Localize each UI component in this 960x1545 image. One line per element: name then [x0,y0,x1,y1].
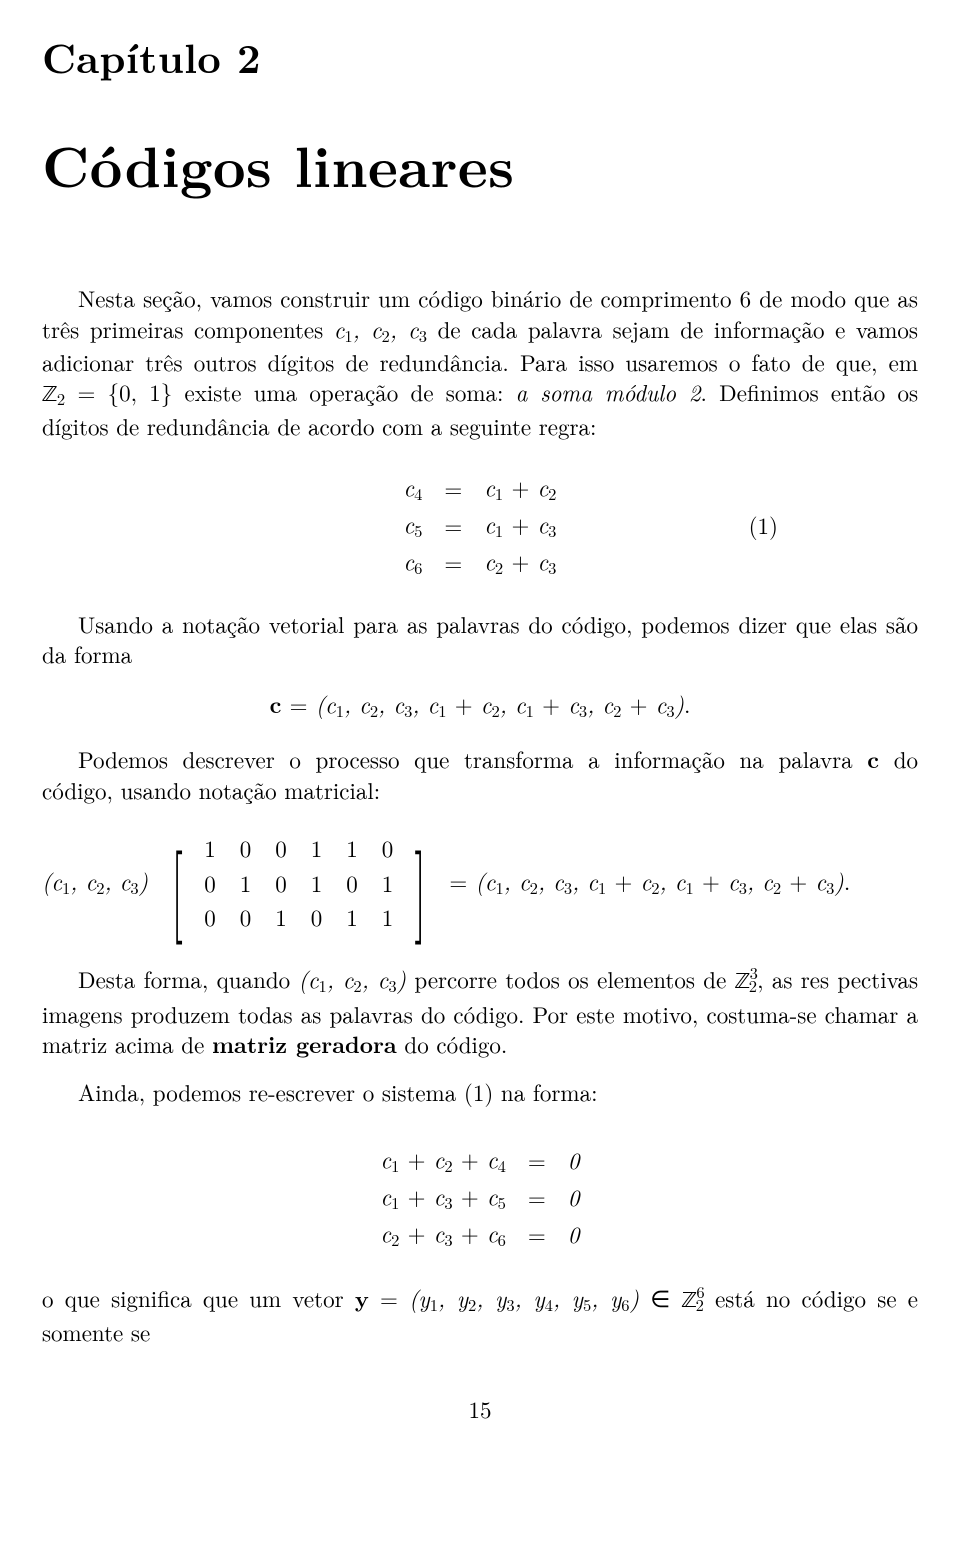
paragraph-4: Desta forma, quando (c1, c2, c3) percorr… [42,962,918,1059]
paragraph-2: Usando a notação vetorial para as palavr… [42,609,918,670]
equation-system-1: c4 = c1 + c2 c5 = c1 + c3 c6 = c2 + c3 (… [42,470,918,581]
chapter-title: Códigos lineares [42,126,918,201]
chapter-kicker: Capítulo 2 [42,30,918,84]
math-inline: ℤ32 [735,962,757,995]
paragraph-3: Podemos descrever o processo que transfo… [42,744,918,805]
equation-number: (1) [749,510,778,540]
equation-row: c4 = c1 + c2 [396,470,565,507]
equation-row: c2 + c3 + c6 = 0 [372,1216,587,1253]
rhs-vector: = (c1, c2, c3, c1 + c2, c1 + c3, c2 + c3… [449,866,850,899]
math-inline: y = (y1, y2, y3, y4, y5, y6) ∈ ℤ62 [355,1281,704,1314]
math-inline: ℤ2 = {0, 1} [42,375,172,408]
text: percorre todos os elementos de [406,962,735,995]
text: do código. [397,1027,508,1060]
text: existe uma operação de soma: [172,375,515,408]
equation-system-2: c1 + c2 + c4 = 0 c1 + c3 + c5 = 0 c2 + c… [42,1142,918,1253]
equation-row: c6 = c2 + c3 [396,544,565,581]
math-inline: (c1, c2, c3) [299,962,407,995]
math-inline: c1, c2, c3 [334,312,427,345]
bold-term: matriz geradora [212,1027,397,1060]
paragraph-1: Nesta seção, vamos construir um código b… [42,283,918,441]
generator-matrix: [ 100110 010101 001011 ] [164,831,433,934]
emphasis: a soma módulo 2 [516,375,701,408]
math-inline: c [867,742,879,775]
page-number: 15 [42,1394,918,1424]
text: Podemos descrever o processo que transfo… [78,742,867,775]
paragraph-6: o que significa que um vetor y = (y1, y2… [42,1281,918,1348]
lhs-vector: (c1, c2, c3) [42,866,148,899]
matrix-equation: (c1, c2, c3) [ 100110 010101 001011 ] = … [42,831,918,934]
equation-row: c1 + c3 + c5 = 0 [372,1179,587,1216]
right-bracket-icon: ] [414,849,426,917]
left-bracket-icon: [ [171,849,183,917]
equation-table: c4 = c1 + c2 c5 = c1 + c3 c6 = c2 + c3 [396,470,565,581]
equation-row: c1 + c2 + c4 = 0 [372,1142,587,1179]
text: o que significa que um vetor [42,1281,355,1314]
equation-row: c5 = c1 + c3 [396,507,565,544]
paragraph-5: Ainda, podemos re-escrever o sistema (1)… [42,1077,918,1107]
equation-table: c1 + c2 + c4 = 0 c1 + c3 + c5 = 0 c2 + c… [372,1142,587,1253]
equation-c-vector: c = (c1, c2, c3, c1 + c2, c1 + c3, c2 + … [42,689,918,722]
text: Desta forma, quando [78,962,299,995]
